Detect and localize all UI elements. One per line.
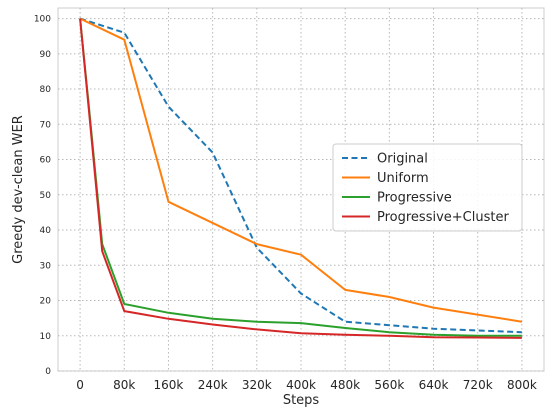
series-line-0 bbox=[79, 17, 522, 334]
x-tick-label: 720k bbox=[463, 378, 493, 392]
x-tick-label: 160k bbox=[154, 378, 184, 392]
x-axis-ticks: 0 80k 160k 240k 320k 400k 480k 560k 640k 720k 800k bbox=[76, 378, 537, 392]
y-tick-label: 50 bbox=[40, 191, 52, 201]
legend: Original Uniform Progressive Progressive+Cl… bbox=[332, 143, 523, 232]
series-line-1 bbox=[79, 17, 523, 323]
series-line-3 bbox=[79, 18, 522, 339]
x-tick-label: 240k bbox=[198, 378, 228, 392]
y-tick-label: 0 bbox=[45, 367, 51, 377]
y-tick-label: 90 bbox=[40, 50, 52, 60]
y-tick-label: 80 bbox=[40, 85, 52, 95]
x-tick-label: 400k bbox=[286, 378, 316, 392]
legend-label: Original bbox=[377, 152, 428, 167]
x-tick-label: 80k bbox=[113, 378, 135, 392]
legend-label: Progressive bbox=[377, 191, 452, 206]
y-axis-title: Greedy dev-clean WER bbox=[11, 115, 26, 264]
x-tick-label: 800k bbox=[507, 378, 537, 392]
x-tick-label: 480k bbox=[330, 378, 360, 392]
y-tick-label: 70 bbox=[40, 120, 52, 130]
x-tick-label: 640k bbox=[419, 378, 449, 392]
legend-label: Uniform bbox=[377, 171, 429, 186]
y-tick-label: 100 bbox=[34, 15, 51, 25]
y-tick-label: 30 bbox=[40, 261, 52, 271]
x-tick-label: 560k bbox=[374, 378, 404, 392]
legend-label: Progressive+Cluster bbox=[377, 210, 509, 225]
y-tick-label: 10 bbox=[40, 332, 52, 342]
y-tick-label: 60 bbox=[40, 156, 52, 166]
y-tick-label: 40 bbox=[40, 226, 52, 236]
x-tick-label: 320k bbox=[242, 378, 272, 392]
series-lines bbox=[79, 17, 523, 339]
y-axis-ticks: 0 10 20 30 40 50 60 70 80 90 100 bbox=[34, 15, 51, 377]
x-tick-label: 0 bbox=[76, 378, 84, 392]
y-tick-label: 20 bbox=[40, 297, 52, 307]
legend-box bbox=[332, 143, 523, 232]
x-axis-title: Steps bbox=[283, 393, 320, 408]
